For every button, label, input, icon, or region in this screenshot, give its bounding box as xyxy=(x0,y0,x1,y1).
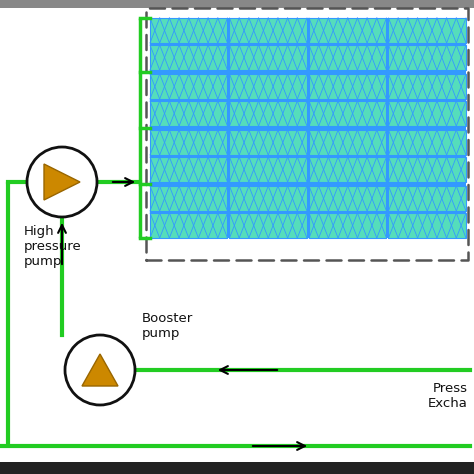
Bar xyxy=(150,18,466,238)
Polygon shape xyxy=(82,354,118,386)
Bar xyxy=(150,157,228,182)
Bar xyxy=(229,213,307,238)
Bar xyxy=(229,130,307,155)
Bar xyxy=(389,101,466,126)
Bar xyxy=(309,186,386,211)
Bar xyxy=(150,45,228,70)
Polygon shape xyxy=(44,164,80,200)
Bar xyxy=(229,101,307,126)
Bar xyxy=(150,74,228,99)
Circle shape xyxy=(27,147,97,217)
Bar xyxy=(389,157,466,182)
Bar xyxy=(389,45,466,70)
Bar xyxy=(0,0,474,8)
Bar xyxy=(0,462,474,474)
Bar xyxy=(150,186,228,211)
Bar xyxy=(389,18,466,43)
Bar xyxy=(309,213,386,238)
Bar xyxy=(150,18,228,43)
Bar xyxy=(389,186,466,211)
Bar xyxy=(229,186,307,211)
Bar xyxy=(309,130,386,155)
Bar xyxy=(150,130,228,155)
Bar xyxy=(309,74,386,99)
Bar xyxy=(229,45,307,70)
Text: Press
Excha: Press Excha xyxy=(428,382,468,410)
Bar xyxy=(229,157,307,182)
Bar xyxy=(229,18,307,43)
Bar xyxy=(309,45,386,70)
Bar xyxy=(389,74,466,99)
Bar xyxy=(150,213,228,238)
Text: High
pressure
pump: High pressure pump xyxy=(24,225,82,268)
Bar xyxy=(229,74,307,99)
Bar xyxy=(150,101,228,126)
Text: Booster
pump: Booster pump xyxy=(142,312,193,340)
Bar xyxy=(389,130,466,155)
Bar xyxy=(389,213,466,238)
Bar xyxy=(146,8,468,260)
Bar xyxy=(309,101,386,126)
Circle shape xyxy=(65,335,135,405)
Bar xyxy=(309,157,386,182)
Bar xyxy=(309,18,386,43)
